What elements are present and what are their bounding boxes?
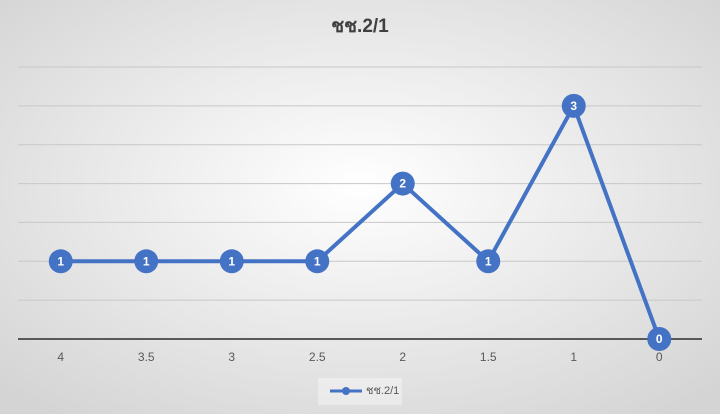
- data-point: [390, 171, 415, 196]
- data-label: 2: [399, 177, 406, 191]
- data-point: [134, 249, 159, 274]
- x-tick-label: 1.5: [480, 350, 497, 364]
- chart-title: ชช.2/1: [331, 16, 389, 37]
- data-label: 1: [314, 254, 321, 268]
- x-tick-label: 0: [656, 350, 663, 364]
- legend-label: ชช.2/1: [366, 385, 399, 397]
- data-point: [48, 249, 73, 274]
- data-label: 1: [485, 254, 492, 268]
- data-label: 0: [656, 332, 663, 346]
- data-point: [219, 249, 244, 274]
- data-label: 1: [143, 254, 150, 268]
- data-label: 3: [570, 99, 577, 113]
- plot: 1 1 1 1 2 1 3 0: [48, 93, 672, 351]
- x-tick-label: 1: [570, 350, 577, 364]
- series-line: [60, 103, 662, 340]
- data-point: [647, 327, 672, 351]
- data-label: 1: [228, 254, 235, 268]
- legend: ชช.2/1: [318, 378, 402, 405]
- data-point: [561, 93, 586, 118]
- x-tick-label: 4: [57, 350, 64, 364]
- x-tick-label: 3.5: [138, 350, 155, 364]
- data-point: [476, 249, 501, 274]
- x-tick-label: 2: [399, 350, 406, 364]
- x-axis: 4 3.5 3 2.5 2 1.5 1 0: [57, 350, 663, 364]
- legend-marker: [342, 387, 350, 395]
- x-tick-label: 3: [228, 350, 235, 364]
- data-point: [305, 249, 330, 274]
- x-tick-label: 2.5: [309, 350, 326, 364]
- data-label: 1: [57, 254, 64, 268]
